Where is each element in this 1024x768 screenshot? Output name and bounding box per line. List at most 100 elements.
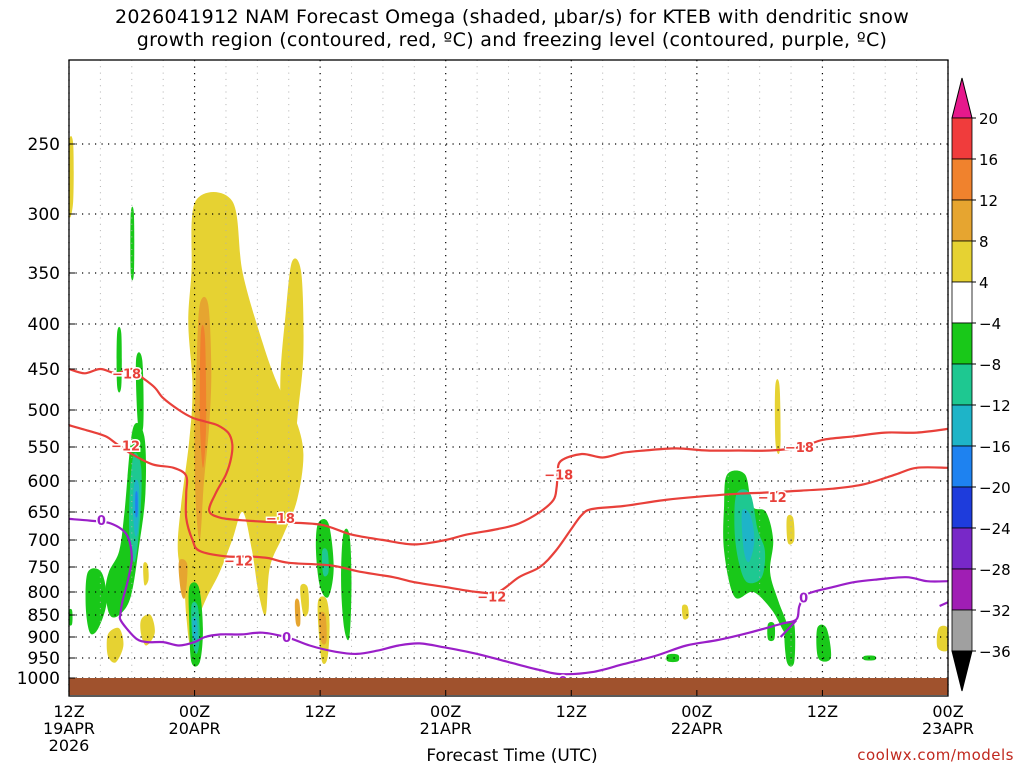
colorbar-label-13: −36 <box>979 643 1011 661</box>
contour-line--12-0 <box>69 424 948 595</box>
colorbar-band-6 <box>951 363 973 406</box>
colorbar-under-triangle <box>951 650 973 692</box>
omega-region-4 <box>143 562 149 586</box>
x-tick-label-60-1: 22APR <box>671 719 723 738</box>
contour-label-0-3: 0 <box>799 592 808 607</box>
colorbar-label-9: −20 <box>979 479 1011 497</box>
omega-region-28 <box>666 653 680 663</box>
x-tick-label-0-1: 19APR <box>43 719 95 738</box>
colorbar-band-10 <box>951 527 973 570</box>
colorbar-band-12 <box>951 609 973 652</box>
colorbar-band-1 <box>951 158 973 201</box>
contour-label--12-1: −12 <box>224 555 253 570</box>
omega-region-35 <box>321 548 329 577</box>
y-tick-label-750: 750 <box>28 558 60 578</box>
omega-region-27 <box>816 624 832 662</box>
x-tick-label-24-0: 12Z <box>304 702 335 721</box>
contour-label--18-2: −18 <box>544 468 573 483</box>
x-tick-label-36-0: 00Z <box>430 702 461 721</box>
colorbar-band-8 <box>951 445 973 488</box>
x-tick-label-60-0: 00Z <box>681 702 712 721</box>
colorbar-band-3 <box>951 240 973 283</box>
x-tick-label-84-1: 23APR <box>922 719 974 738</box>
colorbar-label-4: 4 <box>979 274 989 292</box>
y-tick-label-400: 400 <box>28 315 60 335</box>
colorbar-band-0 <box>951 117 973 160</box>
x-tick-label-72-0: 12Z <box>807 702 838 721</box>
omega-region-2 <box>106 627 124 663</box>
contour-label--18-1: −18 <box>266 512 295 527</box>
credit-link[interactable]: coolwx.com/models <box>857 746 1014 764</box>
colorbar-band-11 <box>951 568 973 611</box>
y-tick-label-850: 850 <box>28 606 60 626</box>
colorbar-label-2: 12 <box>979 192 998 210</box>
y-tick-label-550: 550 <box>28 438 60 458</box>
y-tick-label-450: 450 <box>28 360 60 380</box>
omega-region-6 <box>300 583 309 617</box>
y-tick-label-800: 800 <box>28 583 60 603</box>
y-tick-label-1000: 1000 <box>17 669 60 689</box>
colorbar-label-6: −8 <box>979 356 1001 374</box>
contour-label--18-0: −18 <box>112 367 141 382</box>
y-tick-label-300: 300 <box>28 205 60 225</box>
omega-region-11 <box>69 136 74 218</box>
omega-region-26 <box>784 621 796 667</box>
omega-region-37 <box>192 617 198 641</box>
contour-lines: −18−18−18−18−12−12−12−120000 <box>69 366 948 692</box>
omega-region-13 <box>178 558 188 599</box>
omega-region-10 <box>936 625 948 652</box>
y-tick-label-250: 250 <box>28 135 60 155</box>
contour-label--12-3: −12 <box>758 491 787 506</box>
colorbar-label-7: −12 <box>979 397 1011 415</box>
contour-line-0-1 <box>779 619 798 638</box>
contour-label-0-0: 0 <box>97 514 106 529</box>
colorbar-band-5 <box>951 322 973 365</box>
contour-line--18-0 <box>69 367 948 546</box>
colorbar-band-4 <box>951 281 973 324</box>
omega-region-1 <box>280 258 304 475</box>
x-tick-label-48-0: 12Z <box>556 702 587 721</box>
colorbar: 20 16 12 8 4 −4 −8 −12 −16 −20 −24 −28 −32 −36 <box>951 77 1011 692</box>
chart-title-line-1: 2026041912 NAM Forecast Omega (shaded, μ… <box>114 6 910 28</box>
contour-label-0-1: 0 <box>282 631 291 646</box>
x-tick-label-0-0: 12Z <box>53 702 84 721</box>
omega-region-39 <box>135 491 138 518</box>
y-tick-label-950: 950 <box>28 649 60 669</box>
omega-region-20 <box>116 326 122 393</box>
x-tick-label-12-0: 00Z <box>179 702 210 721</box>
colorbar-band-7 <box>951 404 973 447</box>
omega-region-8 <box>786 514 795 545</box>
contour-line-0-0 <box>69 517 948 676</box>
colorbar-band-9 <box>951 486 973 529</box>
colorbar-over-triangle <box>951 77 973 119</box>
ground-surface <box>69 678 948 695</box>
colorbar-label-1: 16 <box>979 151 998 169</box>
omega-region-7 <box>774 379 781 454</box>
colorbar-label-12: −32 <box>979 602 1011 620</box>
contour-label--18-3: −18 <box>785 441 814 456</box>
y-tick-label-650: 650 <box>28 503 60 523</box>
plot-frame <box>68 59 949 697</box>
omega-region-24 <box>341 528 352 641</box>
chart-title-line-2: growth region (contoured, red, ºC) and f… <box>136 29 888 51</box>
omega-region-0 <box>177 192 304 646</box>
y-tick-label-500: 500 <box>28 401 60 421</box>
y-tick-label-350: 350 <box>28 264 60 284</box>
omega-region-38 <box>741 509 755 563</box>
x-tick-label-12-1: 20APR <box>169 719 221 738</box>
y-tick-label-700: 700 <box>28 531 60 551</box>
x-tick-label-36-1: 21APR <box>420 719 472 738</box>
omega-region-15 <box>318 611 327 645</box>
grid-lines <box>68 60 949 696</box>
omega-region-14 <box>294 598 301 627</box>
colorbar-label-3: 8 <box>979 233 989 251</box>
omega-region-21 <box>130 206 135 281</box>
colorbar-label-10: −24 <box>979 520 1011 538</box>
colorbar-label-8: −16 <box>979 438 1011 456</box>
omega-region-16 <box>199 324 207 468</box>
axes: 2503003504004505005506006507007508008509… <box>17 135 974 755</box>
omega-region-18 <box>85 568 107 635</box>
omega-region-30 <box>69 608 73 626</box>
x-axis-title: Forecast Time (UTC) <box>426 746 598 766</box>
chart-title: 2026041912 NAM Forecast Omega (shaded, μ… <box>0 6 1024 52</box>
